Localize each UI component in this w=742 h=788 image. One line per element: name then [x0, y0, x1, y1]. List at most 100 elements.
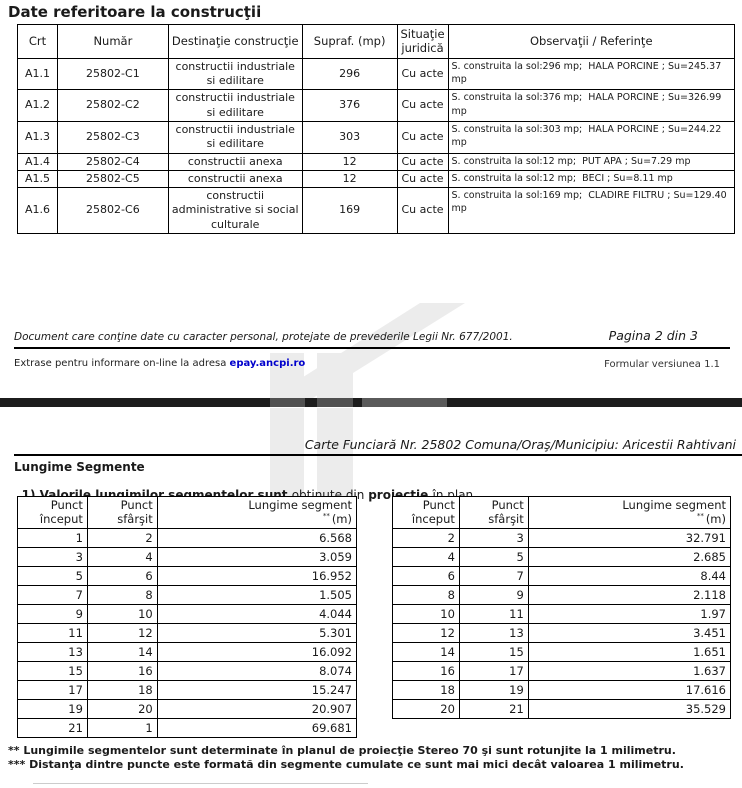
cell-crt: A1.6: [17, 187, 58, 235]
cell-punct-sfarsit: 16: [86, 660, 158, 681]
cell-punct-inceput: 1: [17, 527, 88, 548]
cell-punct-sfarsit: 20: [86, 698, 158, 719]
cell-lungime: 15.247: [156, 679, 358, 700]
cell-situatie: Cu acte: [396, 120, 449, 154]
table-row: A1.5 25802-C5 constructii anexa 12 Cu ac…: [17, 169, 736, 189]
cell-destinatie: constructii anexa: [167, 169, 303, 189]
cell-situatie: Cu acte: [396, 169, 449, 189]
cell-numar: 25802-C2: [56, 89, 169, 122]
cell-destinatie: constructii industriale si edilitare: [167, 89, 303, 122]
cell-punct-sfarsit: 3: [458, 527, 529, 548]
cell-numar: 25802-C5: [56, 169, 169, 189]
cell-lungime: 16.952: [156, 565, 358, 586]
table-row: 14 15 1.651: [392, 641, 732, 662]
ancpi-watermark-logo: [270, 303, 465, 498]
cell-destinatie: constructii industriale si edilitare: [167, 120, 303, 154]
cell-lungime: 69.681: [156, 717, 358, 738]
cell-punct-sfarsit: 1: [86, 717, 158, 738]
table-row: A1.3 25802-C3 constructii industriale si…: [17, 120, 736, 154]
col-header-observatii: Observaţii / Referinţe: [447, 24, 736, 59]
cell-observatii: S. construita la sol:376 mp; HALA PORCIN…: [447, 89, 736, 122]
next-table-top-border-partial: [33, 783, 368, 784]
cell-lungime: 4.044: [156, 603, 358, 624]
cell-punct-sfarsit: 4: [86, 546, 158, 567]
table-row: 10 11 1.97: [392, 603, 732, 624]
cell-observatii: S. construita la sol:169 mp; CLADIRE FIL…: [447, 187, 736, 235]
watermark-bar-top-left: [270, 353, 304, 398]
cell-situatie: Cu acte: [396, 152, 449, 171]
cell-punct-inceput: 7: [17, 584, 88, 605]
cell-punct-inceput: 14: [392, 641, 460, 662]
cell-punct-inceput: 16: [392, 660, 460, 681]
double-star-marker: **: [322, 512, 330, 521]
cell-punct-inceput: 10: [392, 603, 460, 624]
footnote-two-stars: ** Lungimile segmentelor sunt determinat…: [8, 744, 676, 757]
table-row: 4 5 2.685: [392, 546, 732, 567]
table-row: 17 18 15.247: [17, 679, 358, 700]
cell-punct-sfarsit: 10: [86, 603, 158, 624]
col-header-punct-sfarsit: Punct sfârşit: [86, 496, 158, 529]
cell-supraf: 12: [301, 169, 398, 189]
cell-punct-inceput: 15: [17, 660, 88, 681]
cell-punct-sfarsit: 21: [458, 698, 529, 719]
cell-numar: 25802-C6: [56, 187, 169, 235]
cell-punct-sfarsit: 12: [86, 622, 158, 643]
segments-table-left: Punct început Punct sfârşit Lungime segmen…: [17, 496, 358, 738]
cell-punct-inceput: 17: [17, 679, 88, 700]
cell-lungime: 8.074: [156, 660, 358, 681]
cell-punct-sfarsit: 9: [458, 584, 529, 605]
cell-punct-inceput: 5: [17, 565, 88, 586]
cell-destinatie: constructii industriale si edilitare: [167, 57, 303, 91]
cell-numar: 25802-C3: [56, 120, 169, 154]
table-row: 16 17 1.637: [392, 660, 732, 681]
footer-divider-line: [14, 347, 730, 349]
cell-punct-sfarsit: 19: [458, 679, 529, 700]
epay-ancpi-link[interactable]: epay.ancpi.ro: [229, 358, 306, 369]
cell-situatie: Cu acte: [396, 57, 449, 91]
cell-punct-inceput: 20: [392, 698, 460, 719]
cell-lungime: 6.568: [156, 527, 358, 548]
cell-punct-sfarsit: 8: [86, 584, 158, 605]
cell-observatii: S. construita la sol:12 mp; BECI ; Su=8.…: [447, 169, 736, 189]
cell-punct-inceput: 4: [392, 546, 460, 567]
construction-table-header-row: Crt Număr Destinaţie construcţie Supraf.…: [17, 24, 736, 59]
col-header-situatie: Situaţie juridică: [396, 24, 449, 59]
table-row: 7 8 1.505: [17, 584, 358, 605]
cell-punct-sfarsit: 15: [458, 641, 529, 662]
cell-punct-sfarsit: 11: [458, 603, 529, 624]
cell-punct-inceput: 18: [392, 679, 460, 700]
cell-observatii: S. construita la sol:303 mp; HALA PORCIN…: [447, 120, 736, 154]
privacy-note: Document care conţine date cu caracter p…: [14, 331, 513, 343]
cell-numar: 25802-C1: [56, 57, 169, 91]
table-row: 11 12 5.301: [17, 622, 358, 643]
table-row: 5 6 16.952: [17, 565, 358, 586]
online-extract-text: Extrase pentru informare on-line la adre…: [14, 358, 230, 369]
cell-punct-sfarsit: 18: [86, 679, 158, 700]
table-row: A1.2 25802-C2 constructii industriale si…: [17, 89, 736, 122]
cell-crt: A1.1: [17, 57, 58, 91]
page-title: Date referitoare la construcţii: [8, 3, 262, 21]
cell-supraf: 376: [301, 89, 398, 122]
table-row: A1.4 25802-C4 constructii anexa 12 Cu ac…: [17, 152, 736, 171]
cell-lungime: 1.505: [156, 584, 358, 605]
cell-punct-sfarsit: 13: [458, 622, 529, 643]
cell-punct-inceput: 2: [392, 527, 460, 548]
cell-lungime: 17.616: [527, 679, 732, 700]
table-row: 6 7 8.44: [392, 565, 732, 586]
table-row: A1.6 25802-C6 constructii administrative…: [17, 187, 736, 235]
col-header-punct-sfarsit: Punct sfârşit: [458, 496, 529, 529]
cell-destinatie: constructii administrative si social cul…: [167, 187, 303, 235]
cell-lungime: 8.44: [527, 565, 732, 586]
table-row: 20 21 35.529: [392, 698, 732, 719]
cell-punct-inceput: 8: [392, 584, 460, 605]
watermark-bar-top-right: [317, 353, 353, 398]
table-row: 12 13 3.451: [392, 622, 732, 643]
double-star-marker: **: [696, 512, 704, 521]
footnote-three-stars: *** Distanţa dintre puncte este formată …: [8, 758, 684, 771]
cell-lungime: 2.118: [527, 584, 732, 605]
table-row: 19 20 20.907: [17, 698, 358, 719]
cell-supraf: 296: [301, 57, 398, 91]
cell-punct-inceput: 21: [17, 717, 88, 738]
cell-punct-sfarsit: 5: [458, 546, 529, 567]
